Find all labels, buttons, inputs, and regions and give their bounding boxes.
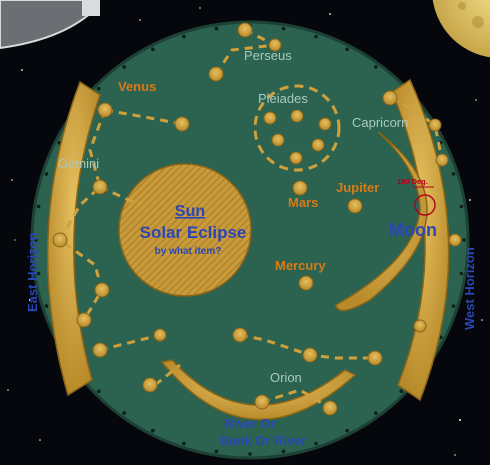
orion-low-left	[154, 363, 181, 387]
rim-hole	[44, 172, 49, 176]
rim-hole	[182, 34, 186, 39]
label-moon: Moon	[389, 220, 437, 240]
rim-hole	[122, 65, 126, 69]
rim-hole	[281, 449, 286, 454]
star	[153, 328, 167, 342]
label-capricorn: Capricorn	[352, 115, 408, 130]
moon-crescent	[335, 131, 428, 312]
rim-hole	[36, 204, 41, 209]
label-east-horizon: East Horizon	[25, 232, 40, 312]
capricorn-lines	[389, 96, 444, 161]
star-mars	[292, 180, 308, 196]
rim-hole	[214, 449, 219, 454]
rim-hole	[314, 441, 318, 446]
pleiades-star	[271, 133, 285, 147]
rim-hole	[248, 452, 252, 456]
labels: Perseus Venus Pleiades Capricorn Gemini …	[25, 48, 477, 448]
sun-subtitle: Solar Eclipse	[140, 223, 247, 242]
sun-question: by what item?	[155, 246, 222, 257]
star	[413, 319, 427, 333]
star	[94, 282, 110, 298]
rim-hole	[399, 389, 404, 394]
star	[92, 342, 108, 358]
rim-hole	[96, 389, 101, 394]
star	[448, 233, 462, 247]
rim-hole	[345, 428, 350, 433]
star	[367, 350, 383, 366]
rim-hole	[459, 271, 464, 276]
star	[174, 116, 190, 132]
label-mars: Mars	[288, 195, 318, 210]
planet-bright-edge	[82, 0, 100, 16]
star	[302, 347, 318, 363]
rim-hole	[214, 26, 219, 31]
rim-hole	[182, 441, 186, 446]
rim-hole	[374, 411, 378, 415]
pleiades-star	[290, 109, 304, 123]
star	[237, 22, 253, 38]
star	[268, 38, 282, 52]
star-mercury	[298, 275, 314, 291]
label-jupiter: Jupiter	[336, 180, 379, 195]
star	[97, 102, 113, 118]
rim-hole	[281, 26, 286, 31]
label-perseus: Perseus	[244, 48, 292, 63]
star-dots	[52, 22, 462, 416]
river-arc	[160, 359, 357, 421]
pleiades-star	[289, 151, 303, 165]
rim-hole	[44, 304, 49, 308]
rim-hole	[374, 65, 378, 69]
star	[76, 312, 92, 328]
star	[232, 327, 248, 343]
star-jupiter	[347, 198, 363, 214]
perseus-lines	[214, 28, 281, 75]
orion-bottom-lines	[261, 388, 331, 410]
rim-hole	[451, 304, 456, 308]
rim-hole	[34, 238, 38, 242]
background-stars	[7, 7, 483, 456]
pleiades-ring	[253, 84, 341, 172]
rim-hole	[345, 47, 350, 52]
pleiades-star	[318, 117, 332, 131]
rim-hole	[122, 411, 126, 415]
sun-disk	[118, 163, 252, 297]
pleiades-star	[311, 138, 325, 152]
label-gemini: Gemini	[58, 156, 99, 171]
star	[322, 400, 338, 416]
rim-hole	[151, 428, 155, 433]
rim-hole	[314, 34, 318, 39]
rim-hole	[151, 47, 155, 52]
star	[382, 90, 398, 106]
moon-degree-marker	[414, 194, 436, 216]
star	[254, 394, 270, 410]
rim-hole	[36, 271, 41, 276]
star	[92, 179, 108, 195]
planet-arc-top-left	[0, 0, 100, 50]
rim-hole	[459, 204, 464, 209]
label-pleiades: Pleiades	[258, 91, 308, 106]
rim-hole	[451, 172, 456, 176]
star	[52, 232, 68, 248]
label-west-horizon: West Horizon	[462, 247, 477, 330]
rim-hole	[96, 86, 101, 91]
label-mercury: Mercury	[275, 258, 326, 273]
label-river-line1: River Or	[224, 416, 275, 431]
venus-lines	[104, 108, 183, 126]
star	[428, 118, 442, 132]
label-orion: Orion	[270, 370, 302, 385]
label-river-line2: Bank Or River	[220, 433, 307, 448]
label-180-deg: 180 Deg.	[397, 177, 428, 186]
east-horizon-arc	[46, 80, 101, 397]
star	[208, 66, 224, 82]
star	[142, 377, 158, 393]
star	[435, 153, 449, 167]
pleiades-star	[263, 111, 277, 125]
sun-corner-top-right	[432, 0, 490, 58]
label-venus: Venus	[118, 79, 156, 94]
rim-hole	[462, 238, 466, 242]
sun-title: Sun	[175, 203, 205, 220]
